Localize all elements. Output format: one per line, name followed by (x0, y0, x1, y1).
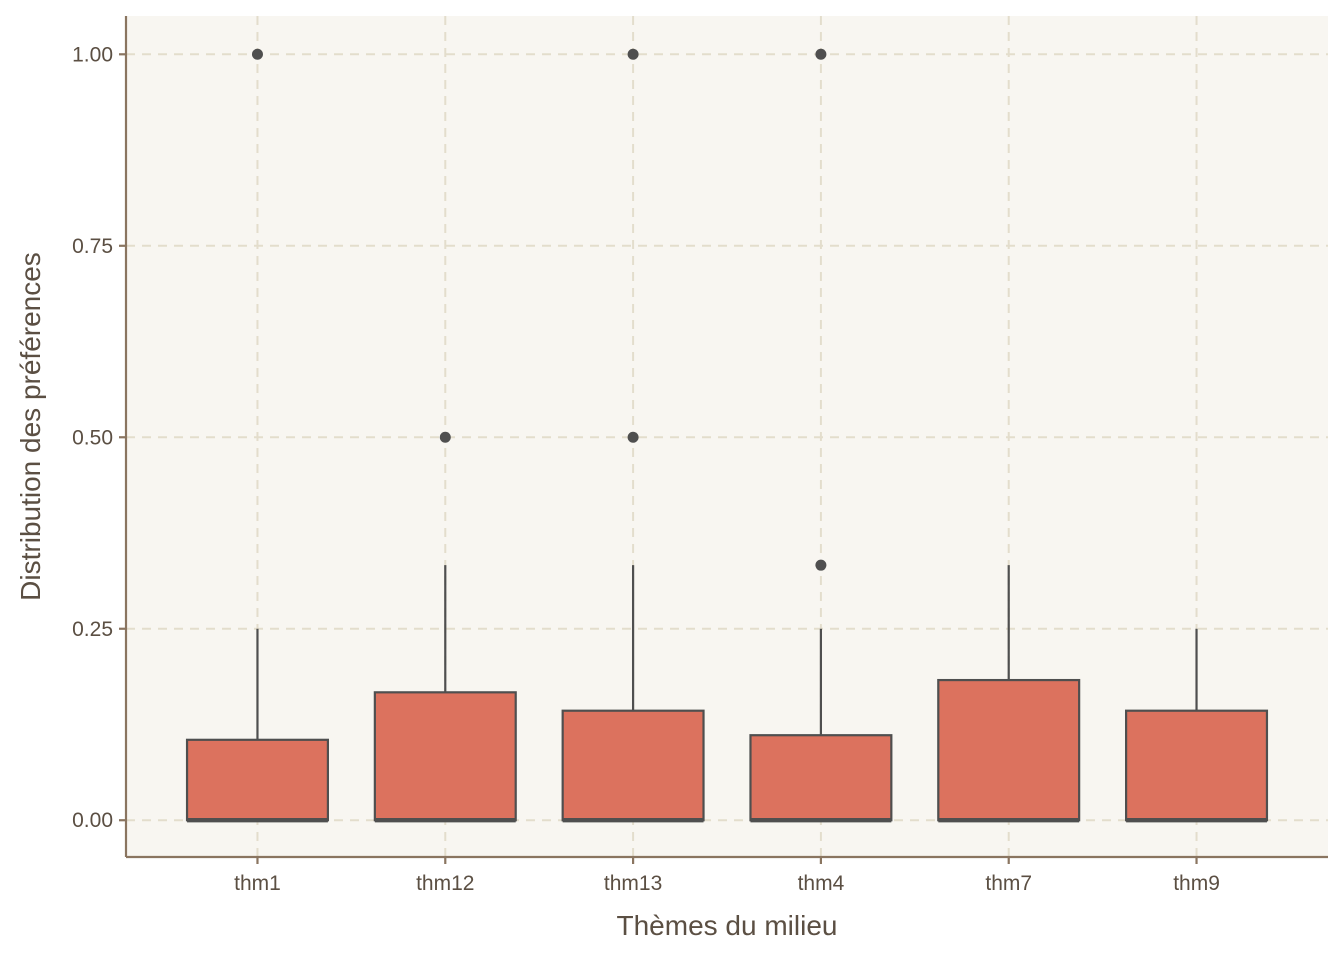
box-body (561, 709, 705, 822)
box-body (185, 738, 329, 822)
outlier-point (815, 48, 827, 60)
outlier-point (251, 48, 263, 60)
outlier-point (627, 48, 639, 60)
box-thm12 (373, 431, 517, 823)
box-body (1125, 709, 1269, 822)
box-thm7 (937, 565, 1081, 823)
box-thm4 (749, 48, 893, 823)
outlier-point (439, 431, 451, 443)
y-tick-label: 0.50 (72, 426, 113, 449)
box-thm9 (1125, 628, 1269, 823)
box-body (937, 678, 1081, 822)
outlier-point (815, 559, 827, 571)
y-axis-ticks: 0.00 0.25 0.50 0.75 1.00 (72, 43, 126, 832)
x-tick-label: thm9 (1173, 872, 1220, 895)
box-thm1 (185, 48, 329, 823)
x-tick-label: thm7 (985, 872, 1032, 895)
y-tick-label: 1.00 (72, 43, 113, 66)
x-axis-ticks: thm1 thm12 thm13 thm4 thm7 thm9 (234, 857, 1220, 895)
x-tick-label: thm12 (416, 872, 474, 895)
x-tick-label: thm4 (798, 872, 845, 895)
y-tick-label: 0.75 (72, 235, 113, 258)
outlier-point (627, 431, 639, 443)
box-thm13 (561, 48, 705, 823)
x-axis-title: Thèmes du milieu (617, 910, 838, 941)
box-body (373, 691, 517, 822)
y-axis-title: Distribution des préférences (15, 252, 46, 601)
y-tick-label: 0.00 (72, 809, 113, 832)
boxes (185, 48, 1269, 823)
box-body (749, 734, 893, 822)
x-tick-label: thm13 (604, 872, 662, 895)
y-tick-label: 0.25 (72, 618, 113, 641)
x-tick-label: thm1 (234, 872, 281, 895)
